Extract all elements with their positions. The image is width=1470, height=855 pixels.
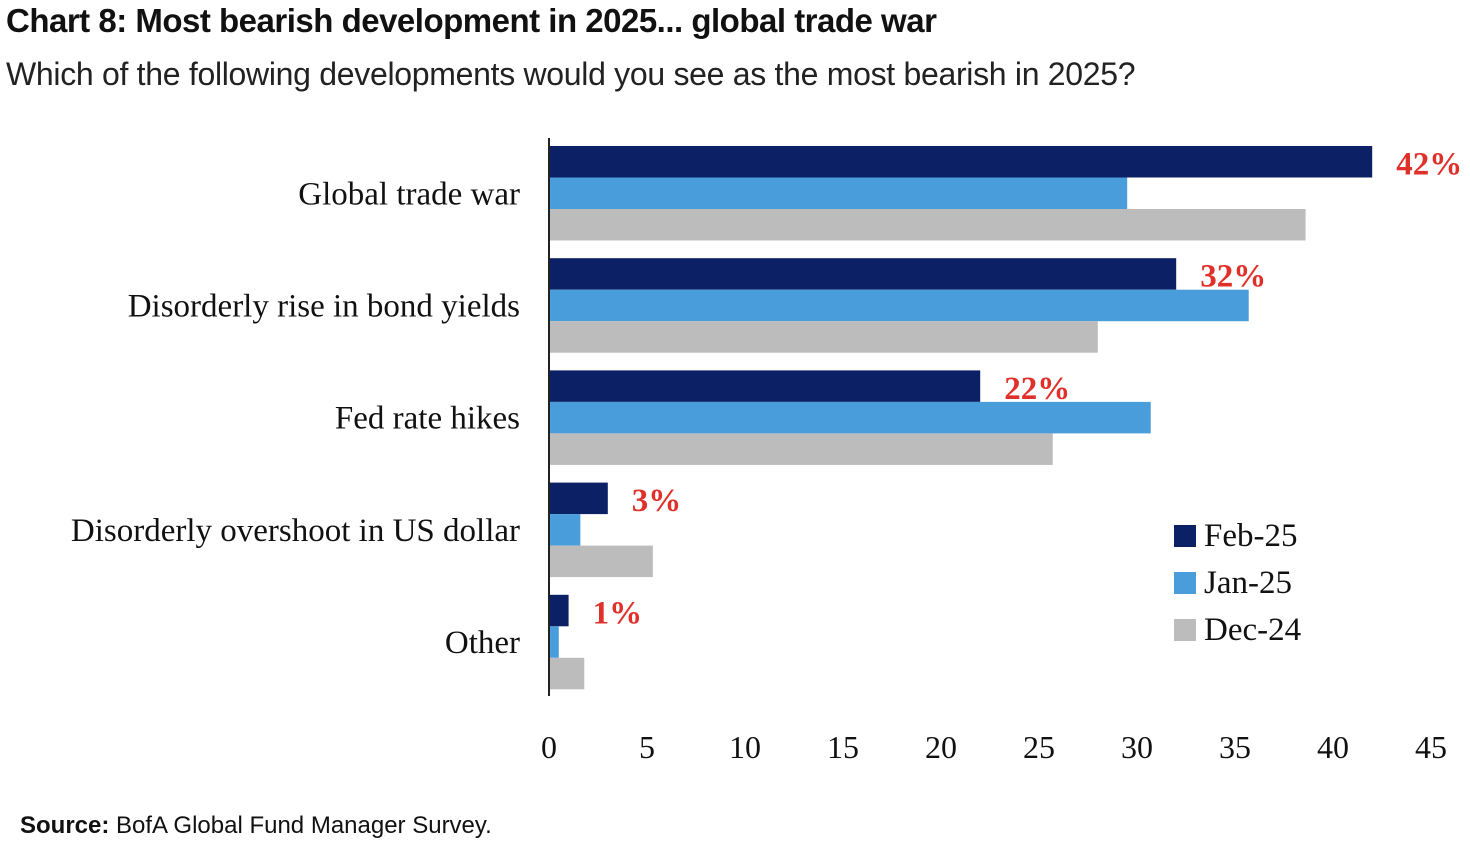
source-note: Source: BofA Global Fund Manager Survey. <box>20 812 492 840</box>
x-tick-label: 25 <box>1023 729 1055 765</box>
bar-chart: Global trade war 42% Disorderly rise in bo… <box>71 138 1462 765</box>
legend-label: Dec-24 <box>1204 612 1301 648</box>
legend-swatch-jan-25 <box>1174 572 1196 594</box>
source-label: Source: <box>20 812 110 839</box>
chart-subtitle: Which of the following developments woul… <box>6 56 1136 92</box>
x-tick-label: 5 <box>639 729 655 765</box>
category-label: Fed rate hikes <box>335 401 520 437</box>
bar-feb-25 <box>549 594 569 627</box>
x-tick-label: 30 <box>1121 729 1153 765</box>
bar-jan-25 <box>549 626 559 658</box>
data-label: 1% <box>593 595 643 631</box>
category-label: Other <box>445 625 520 661</box>
source-text: BofA Global Fund Manager Survey. <box>116 812 492 839</box>
x-tick-label: 10 <box>729 729 761 765</box>
bar-feb-25 <box>549 258 1177 290</box>
x-tick-label: 15 <box>827 729 859 765</box>
legend-swatch-feb-25 <box>1174 525 1196 547</box>
x-tick-label: 20 <box>925 729 957 765</box>
bar-dec-24 <box>549 321 1098 353</box>
legend-label: Jan-25 <box>1204 565 1292 601</box>
bar-dec-24 <box>549 433 1053 465</box>
bar-feb-25 <box>549 146 1373 178</box>
bar-feb-25 <box>549 370 981 402</box>
bar-feb-25 <box>549 482 608 515</box>
x-tick-label: 40 <box>1317 729 1349 765</box>
data-label: 22% <box>1004 371 1070 407</box>
category-label: Disorderly overshoot in US dollar <box>71 513 520 549</box>
bar-dec-24 <box>549 657 585 690</box>
bar-dec-24 <box>549 545 653 578</box>
category-label: Disorderly rise in bond yields <box>128 288 520 324</box>
x-tick-label: 45 <box>1415 729 1447 765</box>
bar-jan-25 <box>549 401 1151 434</box>
category-label: Global trade war <box>298 176 520 212</box>
x-tick-label: 0 <box>541 729 557 765</box>
bar-dec-24 <box>549 209 1306 241</box>
bar-jan-25 <box>549 177 1128 209</box>
data-label: 42% <box>1396 147 1462 183</box>
bar-jan-25 <box>549 289 1249 322</box>
chart-title: Chart 8: Most bearish development in 202… <box>6 2 937 39</box>
legend-label: Feb-25 <box>1204 518 1298 554</box>
legend-swatch-dec-24 <box>1174 619 1196 641</box>
bar-jan-25 <box>549 514 581 546</box>
data-label: 32% <box>1200 259 1266 295</box>
x-tick-label: 35 <box>1219 729 1251 765</box>
data-label: 3% <box>632 483 682 519</box>
